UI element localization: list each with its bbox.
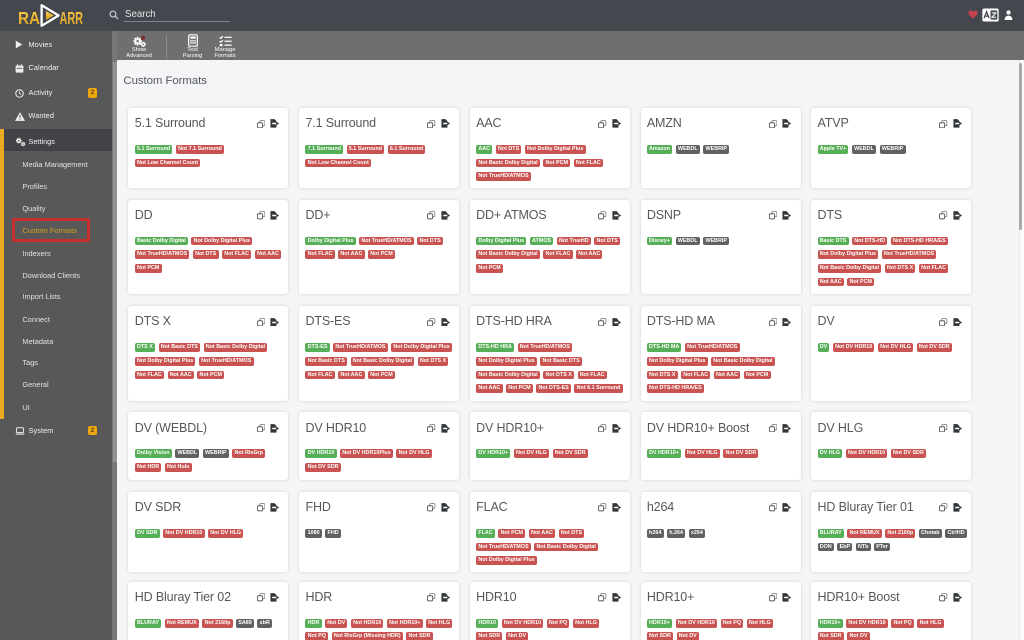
svg-text:ARR: ARR [60,8,84,28]
svg-text:RA: RA [18,8,40,28]
